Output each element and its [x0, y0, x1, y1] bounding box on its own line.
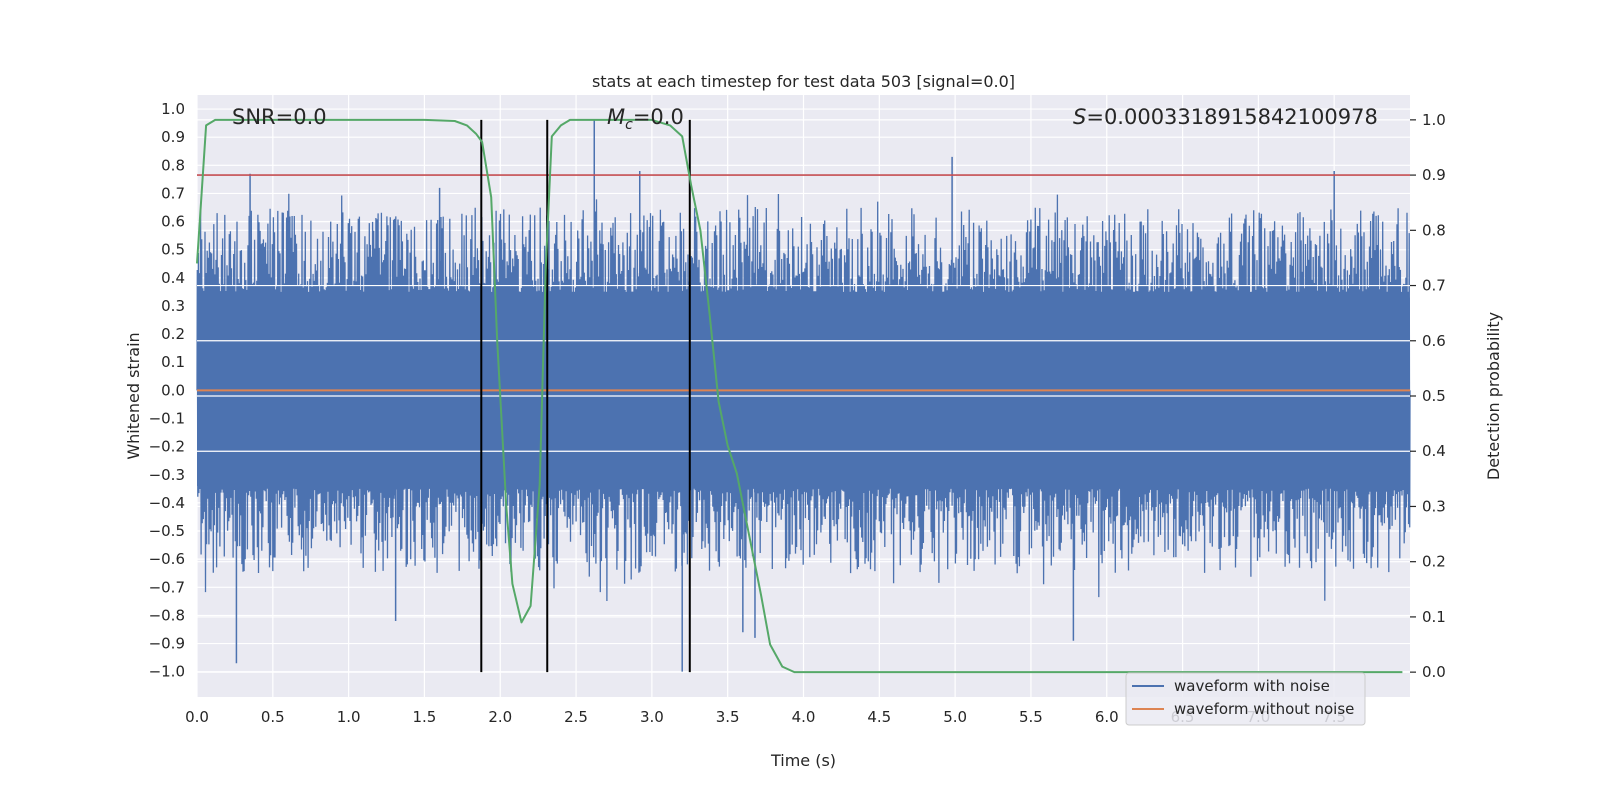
overlay-lines [196, 118, 1410, 674]
score-value: =0.0003318915842100978 [1086, 105, 1378, 129]
y-tick-label: 0.5 [161, 241, 185, 259]
detection-probability-line [196, 118, 1403, 674]
y-tick-label: −0.9 [149, 635, 185, 653]
y2-tick-label: 0.1 [1422, 608, 1446, 626]
y-tick-label: 0.6 [161, 213, 185, 231]
chirp-mass-subscript: c [625, 117, 633, 133]
y2-tick-label: 0.7 [1422, 277, 1446, 295]
y-axis-label: Whitened strain [124, 332, 143, 459]
y2-tick-label: 0.4 [1422, 442, 1446, 460]
y2-tick-label: 1.0 [1422, 111, 1446, 129]
y-tick-label: −0.5 [149, 522, 185, 540]
x-tick-label: 0.5 [261, 708, 285, 726]
y-tick-label: 0.8 [161, 156, 185, 174]
y-tick-label: 0.2 [161, 325, 185, 343]
x-tick-label: 4.5 [867, 708, 891, 726]
x-tick-label: 6.0 [1095, 708, 1119, 726]
x-tick-label: 2.5 [564, 708, 588, 726]
y-tick-label: 0.0 [161, 381, 185, 399]
chart-title: stats at each timestep for test data 503… [592, 72, 1015, 91]
y2-tick-label: 0.8 [1422, 221, 1446, 239]
y-tick-label: 0.7 [161, 184, 185, 202]
y-tick-label: 0.1 [161, 353, 185, 371]
y-tick-label: −0.4 [149, 494, 185, 512]
y-tick-label: −0.3 [149, 466, 185, 484]
x-tick-label: 4.0 [792, 708, 816, 726]
x-tick-label: 5.0 [943, 708, 967, 726]
y-tick-label: 0.9 [161, 128, 185, 146]
x-tick-label: 5.5 [1019, 708, 1043, 726]
chirp-mass-annotation: Mc=0.0 [607, 105, 684, 133]
x-axis-label: Time (s) [770, 751, 836, 770]
x-tick-label: 1.0 [337, 708, 361, 726]
y2-tick-label: 0.0 [1422, 663, 1446, 681]
x-tick-label: 1.5 [413, 708, 437, 726]
x-tick-label: 3.0 [640, 708, 664, 726]
chirp-mass-symbol: M [607, 105, 625, 129]
x-tick-label: 2.0 [488, 708, 512, 726]
y-tick-label: −0.8 [149, 606, 185, 624]
score-symbol: S [1073, 105, 1086, 129]
y2-tick-label: 0.5 [1422, 387, 1446, 405]
x-tick-label: 3.5 [716, 708, 740, 726]
y2-tick-label: 0.6 [1422, 332, 1446, 350]
x-tick-label: 0.0 [185, 708, 209, 726]
y-tick-label: −1.0 [149, 663, 185, 681]
y2-tick-label: 0.2 [1422, 553, 1446, 571]
y-tick-label: −0.6 [149, 550, 185, 568]
y-tick-label: 0.4 [161, 269, 185, 287]
snr-annotation: SNR=0.0 [232, 105, 327, 129]
y-tick-label: 0.3 [161, 297, 185, 315]
y-tick-label: 1.0 [161, 100, 185, 118]
score-annotation: S=0.0003318915842100978 [1073, 105, 1378, 129]
y2-tick-label: 0.3 [1422, 497, 1446, 515]
legend-label-clean: waveform without noise [1174, 700, 1354, 718]
legend-label-noise: waveform with noise [1174, 677, 1330, 695]
y-tick-label: −0.2 [149, 438, 185, 456]
y2-axis-label: Detection probability [1484, 312, 1503, 480]
noise-waveform-line [196, 193, 1411, 602]
y-tick-label: −0.1 [149, 410, 185, 428]
y2-tick-label: 0.9 [1422, 166, 1446, 184]
y-tick-label: −0.7 [149, 578, 185, 596]
legend: waveform with noise waveform without noi… [1125, 672, 1366, 726]
chirp-mass-value: =0.0 [633, 105, 684, 129]
noise-waveform-series [196, 120, 1411, 672]
legend-box [1125, 672, 1366, 726]
